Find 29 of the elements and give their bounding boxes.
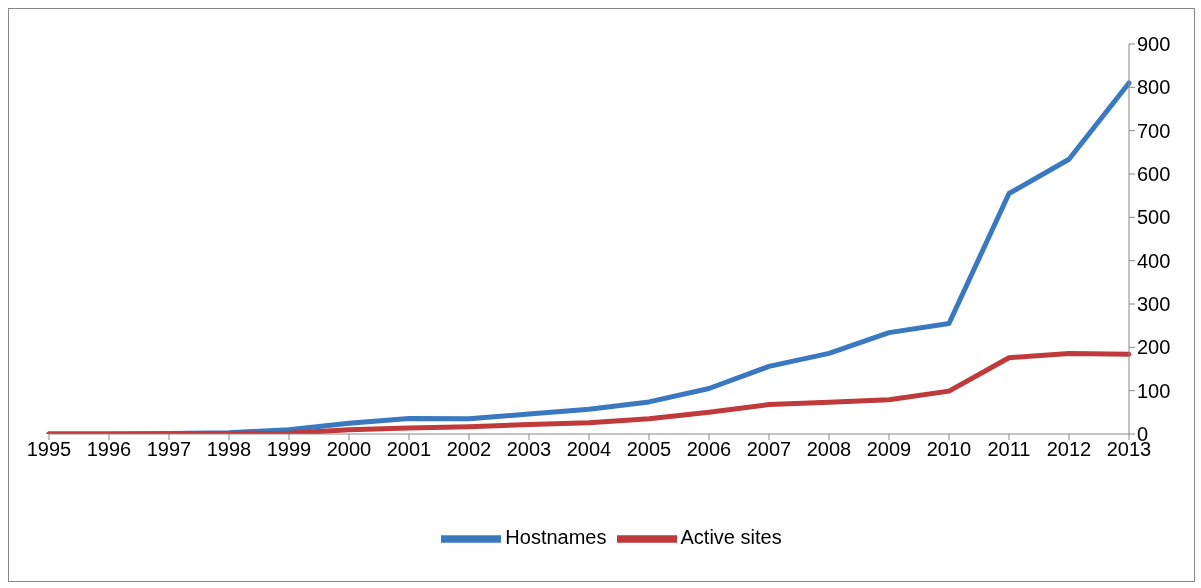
x-tick-label: 2003	[506, 438, 552, 461]
x-tick-label: 2000	[326, 438, 372, 461]
x-tick-label: 1999	[266, 438, 312, 461]
x-tick-label: 2009	[866, 438, 912, 461]
x-tick-label: 2012	[1046, 438, 1092, 461]
x-tick-label: 2010	[926, 438, 972, 461]
y-tick-label: 700	[1137, 119, 1171, 142]
x-tick-label: 2008	[806, 438, 852, 461]
y-tick-label: 400	[1137, 249, 1171, 272]
x-tick-label: 1997	[146, 438, 192, 461]
x-tick-label: 1998	[206, 438, 252, 461]
legend-label: Hostnames	[505, 526, 607, 549]
y-tick-label: 900	[1137, 33, 1171, 56]
y-tick-label: 200	[1137, 336, 1171, 359]
x-tick-label: 2006	[686, 438, 732, 461]
x-tick-label: 2011	[987, 438, 1031, 461]
x-tick-label: 2005	[626, 438, 672, 461]
y-tick-label: 800	[1137, 76, 1171, 99]
y-tick-label: 600	[1137, 163, 1171, 186]
x-tick-label: 2007	[746, 438, 792, 461]
x-tick-label: 2004	[566, 438, 612, 461]
y-tick-label: 500	[1137, 206, 1171, 229]
y-tick-label: 100	[1137, 379, 1171, 402]
x-tick-label: 2002	[446, 438, 492, 461]
x-tick-label: 2001	[386, 438, 432, 461]
x-tick-label: 1995	[26, 438, 72, 461]
x-tick-label: 1996	[86, 438, 132, 461]
y-tick-label: 300	[1137, 293, 1171, 316]
legend-label: Active sites	[680, 526, 782, 549]
